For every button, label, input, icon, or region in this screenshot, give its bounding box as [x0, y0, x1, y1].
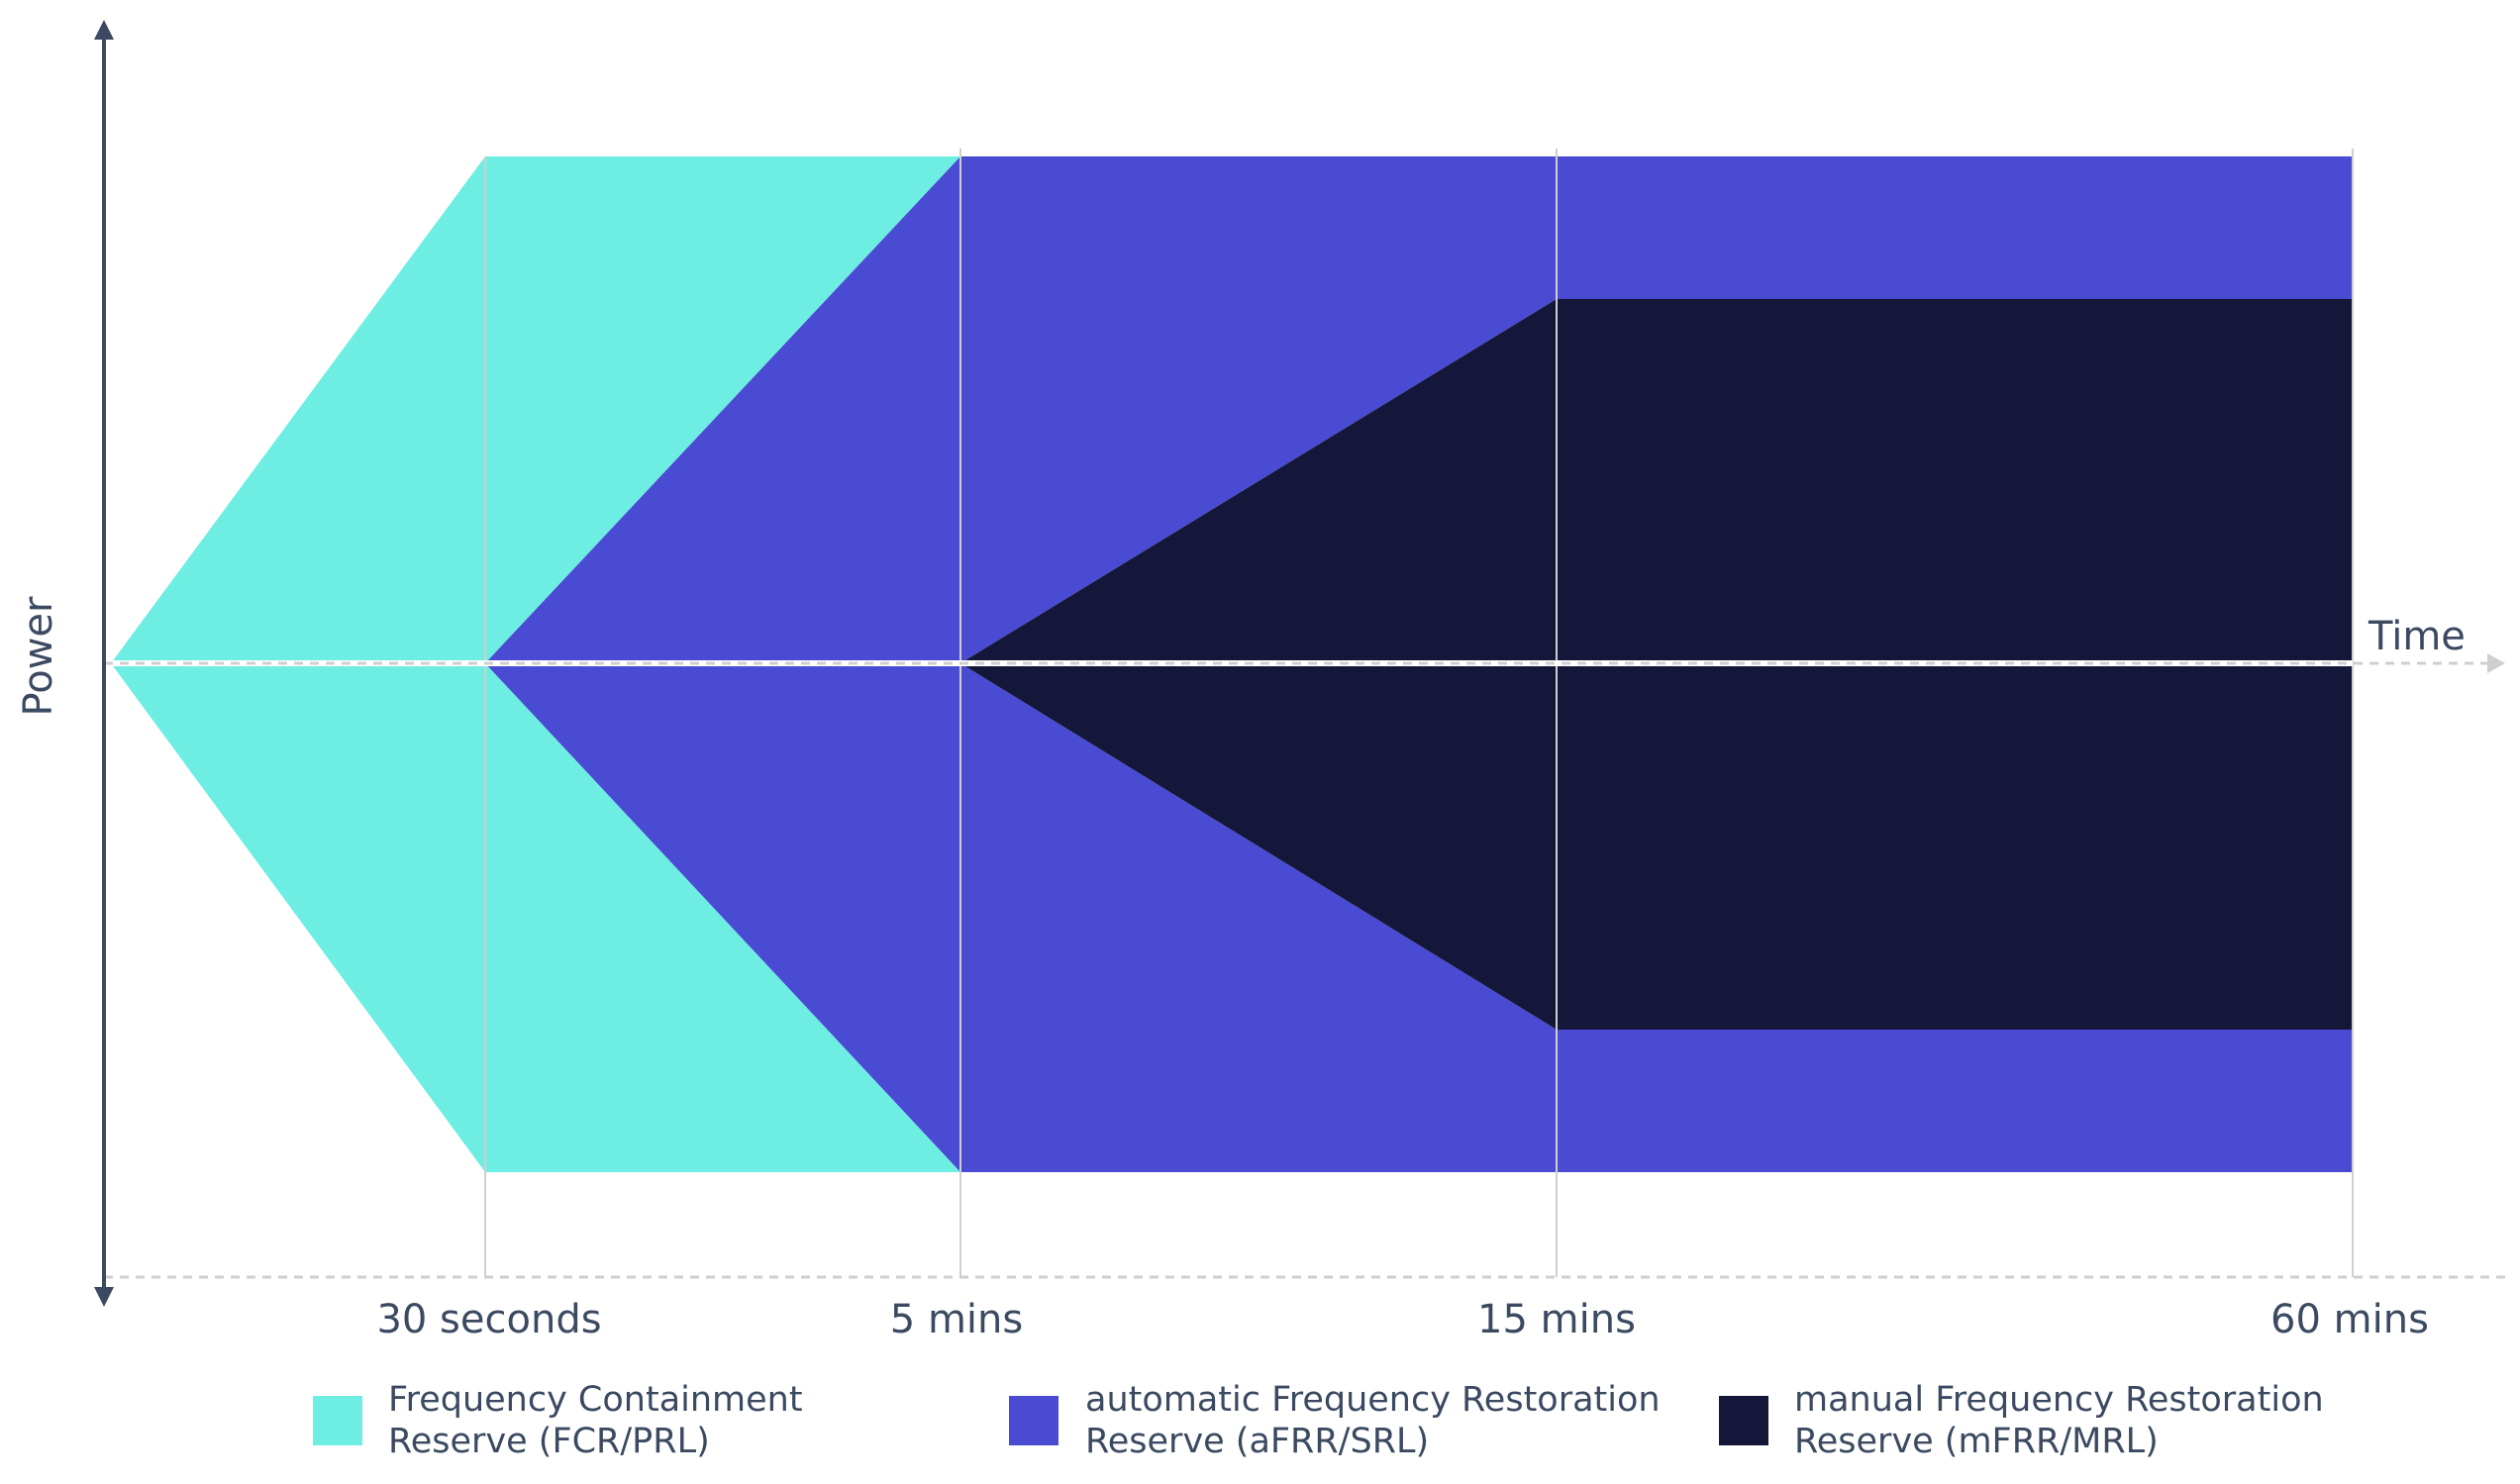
time-gridlines	[484, 148, 2354, 1277]
legend-item-mfrr: manual Frequency Restoration Reserve (mF…	[1719, 1380, 2324, 1461]
tick-label-30-seconds: 30 seconds	[376, 1297, 601, 1342]
time-tick-labels: 30 seconds 5 mins 15 mins 60 mins	[376, 1297, 2429, 1342]
tick-label-15-mins: 15 mins	[1477, 1297, 1636, 1342]
legend-item-fcr: Frequency Containment Reserve (FCR/PRL)	[313, 1380, 803, 1461]
legend-swatch-mfrr	[1719, 1396, 1768, 1445]
afrr-region-lower	[485, 663, 2353, 1172]
legend-swatch-afrr	[1009, 1396, 1058, 1445]
legend-label-afrr-line1: automatic Frequency Restoration	[1085, 1380, 1661, 1420]
legend: Frequency Containment Reserve (FCR/PRL) …	[313, 1380, 2324, 1461]
power-axis-up-arrow-icon	[94, 20, 114, 40]
legend-label-fcr-line2: Reserve (FCR/PRL)	[388, 1422, 710, 1461]
legend-label-mfrr-line2: Reserve (mFRR/MRL)	[1794, 1422, 2159, 1461]
fcr-region-lower	[111, 663, 960, 1172]
legend-label-afrr-line2: Reserve (aFRR/SRL)	[1085, 1422, 1429, 1461]
tick-label-5-mins: 5 mins	[890, 1297, 1023, 1342]
time-axis-label: Time	[2368, 614, 2466, 659]
legend-label-mfrr-line1: manual Frequency Restoration	[1794, 1380, 2324, 1420]
legend-label-fcr-line1: Frequency Containment	[388, 1380, 803, 1420]
legend-item-afrr: automatic Frequency Restoration Reserve …	[1009, 1380, 1661, 1461]
legend-swatch-fcr	[313, 1396, 362, 1445]
tick-label-60-mins: 60 mins	[2270, 1297, 2429, 1342]
power-axis-label: Power	[16, 596, 61, 716]
power-axis-down-arrow-icon	[94, 1287, 114, 1307]
time-axis-arrow-icon	[2487, 653, 2505, 673]
afrr-region-upper	[485, 156, 2353, 663]
fcr-region-upper	[111, 156, 960, 663]
